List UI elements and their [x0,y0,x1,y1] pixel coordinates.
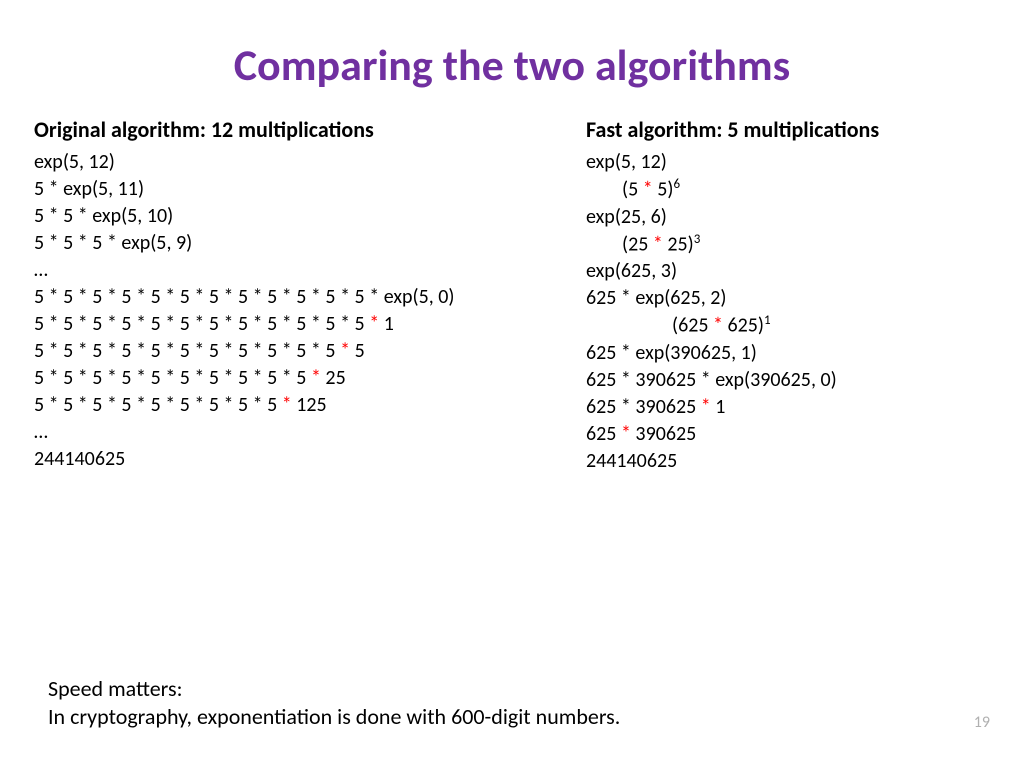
red-operator: * [713,314,723,338]
step-text: 244140625 [34,447,125,471]
step-line: 5 * exp(5, 11) [34,176,574,203]
step-line: (625 * 625)1 [586,312,990,340]
red-operator: * [701,395,711,419]
red-operator: * [340,339,350,363]
step-text: 5 * 5 * 5 * 5 * 5 * 5 * 5 * 5 * 5 [34,393,282,417]
slide-title: Comparing the two algorithms [0,0,1024,116]
step-line: 625 * 390625 * exp(390625, 0) [586,367,990,394]
step-line: 5 * 5 * 5 * 5 * 5 * 5 * 5 * 5 * 5 * 5 * … [34,338,574,365]
left-steps: exp(5, 12) 5 * exp(5, 11) 5 * 5 * exp(5, 1… [34,149,574,473]
step-line: exp(625, 3) [586,258,990,285]
footer-note: Speed matters: In cryptography, exponent… [48,675,620,732]
step-text: 5 * 5 * 5 * 5 * 5 * 5 * 5 * 5 * 5 * 5 * … [34,285,454,309]
exponent: 3 [694,232,701,247]
step-text: 5 [350,339,365,363]
step-text: 390625 [631,422,696,446]
step-text: 625 * 390625 [586,395,701,419]
footer-line-2: In cryptography, exponentiation is done … [48,703,620,732]
step-text: 625 * exp(390625, 1) [586,341,757,365]
step-text: exp(625, 3) [586,259,677,283]
step-text: 625 * exp(625, 2) [586,286,726,310]
step-text: 5 * 5 * exp(5, 10) [34,204,173,228]
step-text: 5 * 5 * 5 * 5 * 5 * 5 * 5 * 5 * 5 * 5 * … [34,312,369,336]
step-text: 1 [711,395,726,419]
step-line: 625 * 390625 [586,421,990,448]
step-text: … [34,258,48,282]
red-operator: * [369,312,379,336]
step-line: 5 * 5 * 5 * 5 * 5 * 5 * 5 * 5 * 5 * 125 [34,392,574,419]
red-operator: * [311,366,321,390]
step-text: 25) [663,232,694,256]
red-operator: * [282,393,292,417]
step-line: 5 * 5 * 5 * 5 * 5 * 5 * 5 * 5 * 5 * 5 * … [34,284,574,311]
step-line: 625 * exp(390625, 1) [586,340,990,367]
left-column: Original algorithm: 12 multiplications e… [34,116,574,475]
step-line: 625 * exp(625, 2) [586,285,990,312]
red-operator: * [621,422,631,446]
right-column: Fast algorithm: 5 multiplications exp(5,… [574,116,990,475]
step-text: 125 [292,393,327,417]
step-text: 625) [723,314,764,338]
step-text: 625 [586,422,621,446]
step-text: … [34,420,48,444]
step-text: 25 [321,366,346,390]
step-line: 244140625 [586,448,990,475]
right-steps: exp(5, 12)(5 * 5)6exp(25, 6)(25 * 25)3ex… [586,149,990,475]
step-text: 5 * 5 * 5 * exp(5, 9) [34,231,192,255]
step-line: 5 * 5 * exp(5, 10) [34,203,574,230]
step-text: 5) [653,178,674,202]
left-header: Original algorithm: 12 multiplications [34,116,574,143]
step-text: 5 * 5 * 5 * 5 * 5 * 5 * 5 * 5 * 5 * 5 * … [34,339,340,363]
step-line: exp(5, 12) [34,149,574,176]
step-text: 244140625 [586,449,677,473]
red-operator: * [643,178,653,202]
step-line: exp(5, 12) [586,149,990,176]
step-line: … [34,419,574,446]
step-line: 5 * 5 * 5 * 5 * 5 * 5 * 5 * 5 * 5 * 5 * … [34,311,574,338]
step-line: (25 * 25)3 [586,231,990,259]
step-line: 5 * 5 * 5 * exp(5, 9) [34,230,574,257]
step-text: (5 [622,178,643,202]
footer-line-1: Speed matters: [48,675,620,704]
step-text: 625 * 390625 * exp(390625, 0) [586,368,837,392]
step-text: 5 * 5 * 5 * 5 * 5 * 5 * 5 * 5 * 5 * 5 [34,366,311,390]
step-text: (25 [622,232,653,256]
step-text: (625 [672,314,713,338]
exponent: 6 [673,177,680,192]
step-text: exp(5, 12) [586,150,667,174]
step-text: 5 * exp(5, 11) [34,177,144,201]
step-text: exp(5, 12) [34,150,115,174]
step-line: 625 * 390625 * 1 [586,394,990,421]
exponent: 1 [764,313,771,328]
step-line: (5 * 5)6 [586,176,990,204]
step-line: 5 * 5 * 5 * 5 * 5 * 5 * 5 * 5 * 5 * 5 * … [34,365,574,392]
columns-container: Original algorithm: 12 multiplications e… [0,116,1024,475]
page-number: 19 [974,713,990,732]
right-header: Fast algorithm: 5 multiplications [586,116,990,143]
step-text: 1 [379,312,394,336]
step-line: … [34,257,574,284]
step-text: exp(25, 6) [586,205,667,229]
red-operator: * [653,232,663,256]
step-line: 244140625 [34,446,574,473]
step-line: exp(25, 6) [586,204,990,231]
